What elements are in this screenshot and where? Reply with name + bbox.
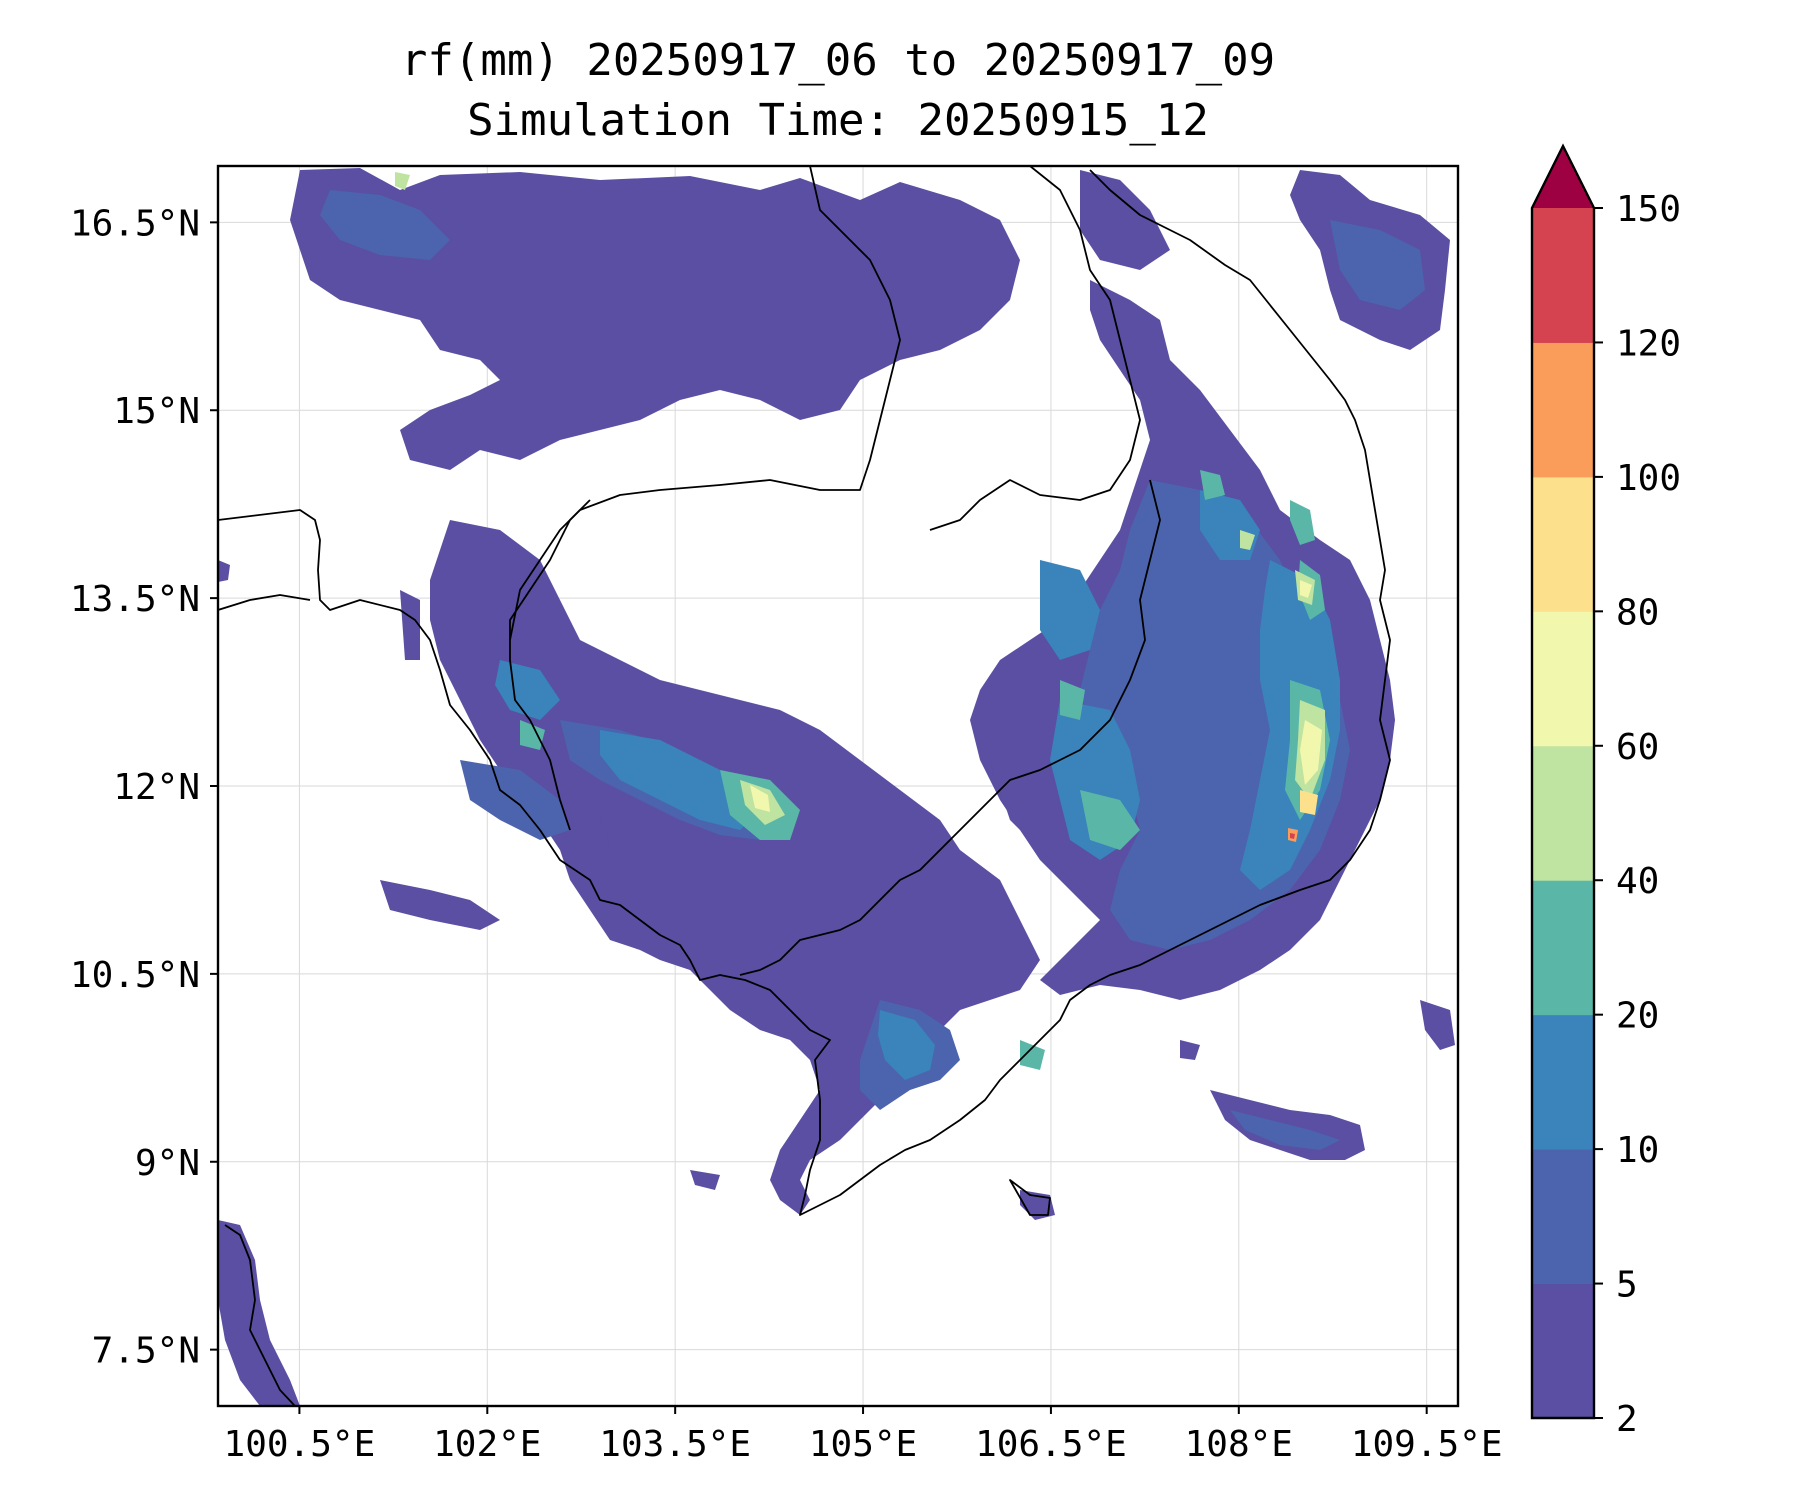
map-area: 100.5°E 102°E 103.5°E 105°E 106.5°E 108°E 109.… xyxy=(70,164,1503,1465)
colorbar-tick-label: 120 xyxy=(1616,323,1681,364)
x-tick-label: 106.5°E xyxy=(975,1424,1127,1465)
coastline-borders xyxy=(218,166,1391,1406)
x-axis-ticks: 100.5°E 102°E 103.5°E 105°E 106.5°E 108°E 109.… xyxy=(224,1406,1503,1465)
y-tick-label: 12°N xyxy=(113,767,200,808)
figure-title-line-1: rf(mm) 20250917_06 to 20250917_09 xyxy=(400,35,1276,86)
colorbar-segment xyxy=(1532,342,1594,478)
border-cambodia-vietnam xyxy=(739,479,1161,976)
colorbar-tick-label: 100 xyxy=(1616,458,1681,499)
y-tick-label: 16.5°N xyxy=(70,203,200,244)
colorbar: 2 5 10 20 40 60 80 100 120 150 xyxy=(1530,143,1681,1440)
x-tick-label: 103.5°E xyxy=(599,1424,751,1465)
border-thailand-myanmar xyxy=(218,594,311,611)
rainfall-band-80-100 xyxy=(1300,790,1318,815)
colorbar-extend-arrow xyxy=(1532,146,1594,208)
x-tick-label: 105°E xyxy=(809,1424,917,1465)
y-tick-label: 9°N xyxy=(135,1143,200,1184)
colorbar-tick-label: 5 xyxy=(1616,1265,1638,1306)
border-cambodia-thailand xyxy=(509,499,591,831)
colorbar-segment xyxy=(1532,208,1594,343)
figure-title-line-2: Simulation Time: 20250915_12 xyxy=(467,95,1209,146)
y-tick-label: 13.5°N xyxy=(70,579,200,620)
colorbar-tick-label: 40 xyxy=(1616,861,1659,902)
colorbar-tick-label: 10 xyxy=(1616,1130,1659,1171)
y-tick-label: 7.5°N xyxy=(92,1331,200,1372)
colorbar-segment xyxy=(1532,880,1594,1016)
y-axis-ticks: 7.5°N 9°N 10.5°N 12°N 13.5°N 15°N 16.5°N xyxy=(70,203,218,1372)
colorbar-tick-label: 60 xyxy=(1616,727,1659,768)
y-tick-label: 10.5°N xyxy=(70,955,200,996)
coastline-malay-peninsula xyxy=(224,1224,296,1406)
x-tick-label: 109.5°E xyxy=(1351,1424,1503,1465)
colorbar-tick-label: 20 xyxy=(1616,996,1659,1037)
colorbar-segment xyxy=(1532,476,1594,612)
colorbar-segment xyxy=(1532,611,1594,747)
coastline-gulf-islands xyxy=(1009,1179,1051,1216)
colorbar-segment xyxy=(1532,1014,1594,1150)
rainfall-band-60-80 xyxy=(750,580,1322,812)
x-tick-label: 100.5°E xyxy=(224,1424,376,1465)
colorbar-segment xyxy=(1532,1149,1594,1285)
colorbar-segment xyxy=(1532,745,1594,881)
y-tick-label: 15°N xyxy=(113,391,200,432)
colorbar-tick-label: 150 xyxy=(1616,189,1681,230)
x-tick-label: 108°E xyxy=(1185,1424,1293,1465)
rainfall-band-120-150 xyxy=(1290,833,1295,839)
colorbar-tick-label: 80 xyxy=(1616,592,1659,633)
colorbar-outline xyxy=(1530,143,1596,1420)
rainfall-field xyxy=(218,166,1455,1406)
colorbar-tick-label: 2 xyxy=(1616,1399,1638,1440)
border-laos-thailand xyxy=(509,166,901,641)
colorbar-segment xyxy=(1532,1283,1594,1419)
border-laos-vietnam xyxy=(929,166,1141,531)
x-tick-label: 102°E xyxy=(433,1424,541,1465)
coastline xyxy=(218,169,1391,1216)
